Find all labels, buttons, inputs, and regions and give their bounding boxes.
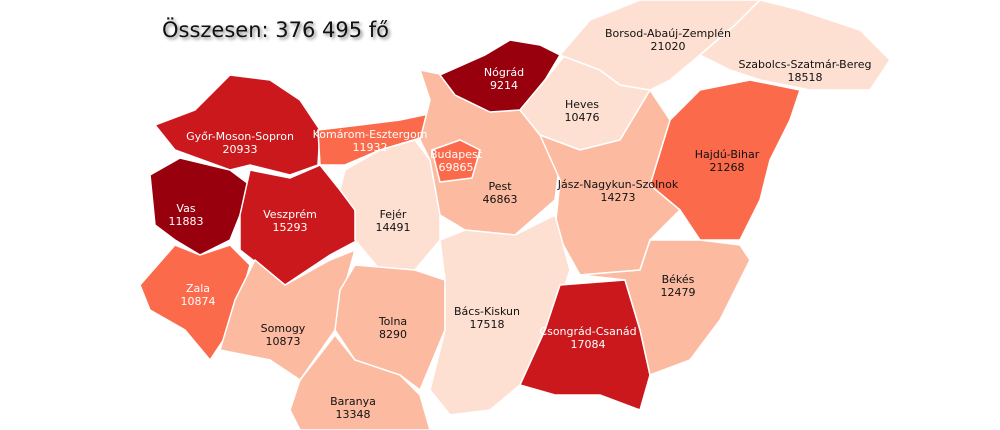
county-budapest [431,139,481,183]
county-name-label: Zala [186,282,210,295]
county-name-label: Heves [565,98,599,111]
county-name-label: Veszprém [263,208,317,221]
county-value-label: 14273 [601,191,636,204]
county-csongr-d-csan-d [518,279,651,411]
county-name-label: Fejér [380,208,407,221]
county-value-label: 46863 [483,193,518,206]
county-name-label: Bács-Kiskun [454,305,520,318]
county-value-label: 12479 [661,286,696,299]
county-name-label: Borsod-Abaúj-Zemplén [605,27,731,40]
county-value-label: 10873 [266,335,301,348]
county-value-label: 11883 [169,215,204,228]
county-name-label: Hajdú-Bihar [695,148,760,161]
county-name-label: Budapest [430,148,483,161]
county-value-label: 17518 [470,318,505,331]
county-value-label: 8290 [379,328,407,341]
county-name-label: Békés [662,273,695,286]
county-value-label: 18518 [788,71,823,84]
county-value-label: 10874 [181,295,216,308]
county-name-label: Győr-Moson-Sopron [186,130,294,143]
total-label: Összesen: 376 495 fő [162,18,390,42]
county-name-label: Tolna [378,315,407,328]
county-name-label: Nógrád [484,66,524,79]
county-value-label: 14491 [376,221,411,234]
county-value-label: 15293 [273,221,308,234]
county-value-label: 10476 [565,111,600,124]
county-value-label: 21268 [710,161,745,174]
county-value-label: 9214 [490,79,518,92]
county-vas [149,157,251,256]
county-baranya [289,333,431,430]
county-name-label: Baranya [330,395,376,408]
county-szabolcs-szatm-r-bereg [698,0,891,91]
county-value-label: 20933 [223,143,258,156]
county-name-label: Csongrád-Csanád [539,325,636,338]
county-name-label: Szabolcs-Szatmár-Bereg [738,58,871,71]
county-value-label: 11932 [353,141,388,154]
county-name-label: Somogy [261,322,306,335]
county-value-label: 17084 [571,338,606,351]
county-name-label: Jász-Nagykun-Szolnok [557,178,679,191]
county-value-label: 21020 [651,40,686,53]
county-name-label: Pest [488,180,512,193]
county-name-label: Vas [176,202,195,215]
county-value-label: 69865 [439,161,474,174]
county-value-label: 13348 [336,408,371,421]
county-n-gr-d [438,39,562,113]
county-b-k-s [579,239,751,377]
county-fej-r [339,139,441,271]
county-name-label: Komárom-Esztergom [313,128,428,141]
county-tolna [334,264,446,392]
